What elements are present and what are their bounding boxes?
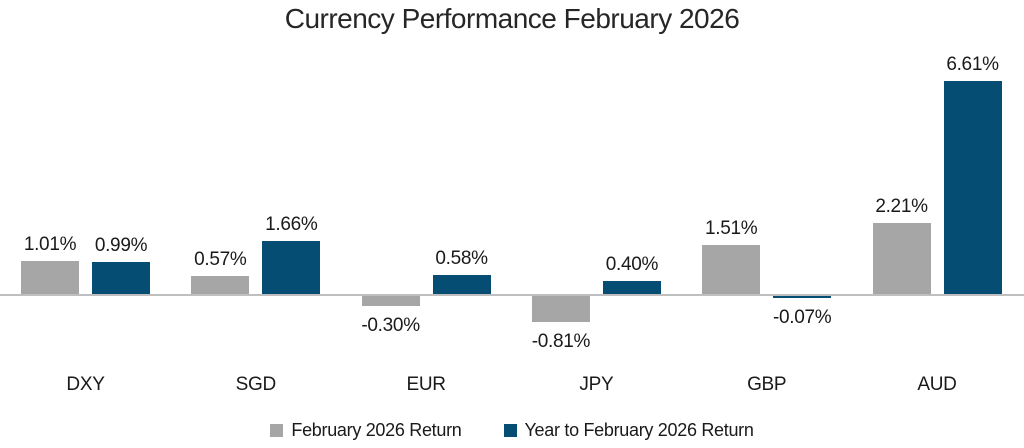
value-label-sgd-series2: 1.66% — [265, 213, 318, 235]
legend: February 2026 Return Year to February 202… — [0, 418, 1024, 442]
bar-eur-series2 — [432, 275, 491, 294]
value-label-eur-series2: 0.58% — [435, 248, 488, 270]
value-label-dxy-series2: 0.99% — [94, 235, 148, 257]
bar-aud-series1 — [872, 222, 931, 294]
legend-label: February 2026 Return — [291, 419, 462, 440]
bar-jpy-series2 — [602, 281, 661, 294]
bar-gbp-series2 — [773, 296, 832, 299]
value-label-aud-series2: 6.61% — [946, 54, 999, 76]
legend-item-1: February 2026 Return — [270, 419, 462, 441]
value-label-sgd-series1: 0.57% — [194, 248, 247, 270]
value-label-jpy-series2: 0.40% — [605, 254, 659, 276]
bar-jpy-series1 — [531, 296, 590, 323]
value-label-dxy-series1: 1.01% — [23, 234, 77, 256]
bar-dxy-series2 — [92, 262, 150, 294]
zero-axis-line — [0, 294, 1024, 296]
bar-aud-series2 — [943, 81, 1002, 294]
bar-sgd-series2 — [262, 240, 321, 294]
bar-gbp-series1 — [702, 245, 761, 294]
category-label-aud: AUD — [917, 374, 957, 395]
legend-swatch-icon — [270, 423, 284, 437]
value-label-gbp-series2: -0.07% — [772, 307, 832, 329]
value-label-aud-series1: 2.21% — [875, 195, 928, 217]
legend-item-2: Year to February 2026 Return — [503, 419, 754, 441]
value-label-gbp-series1: 1.51% — [705, 218, 758, 240]
bar-dxy-series1 — [21, 261, 79, 294]
category-label-eur: EUR — [406, 374, 446, 395]
bar-eur-series1 — [361, 296, 420, 306]
value-label-jpy-series1: -0.81% — [531, 331, 591, 353]
chart-title: Currency Performance February 2026 — [284, 3, 740, 34]
category-label-sgd: SGD — [235, 374, 277, 395]
legend-swatch-icon — [503, 423, 517, 437]
category-label-jpy: JPY — [579, 374, 614, 395]
category-label-gbp: GBP — [747, 374, 787, 395]
category-label-dxy: DXY — [66, 374, 105, 395]
legend-label: Year to February 2026 Return — [524, 419, 754, 440]
bar-sgd-series1 — [191, 275, 250, 294]
value-label-eur-series1: -0.30% — [361, 314, 420, 336]
